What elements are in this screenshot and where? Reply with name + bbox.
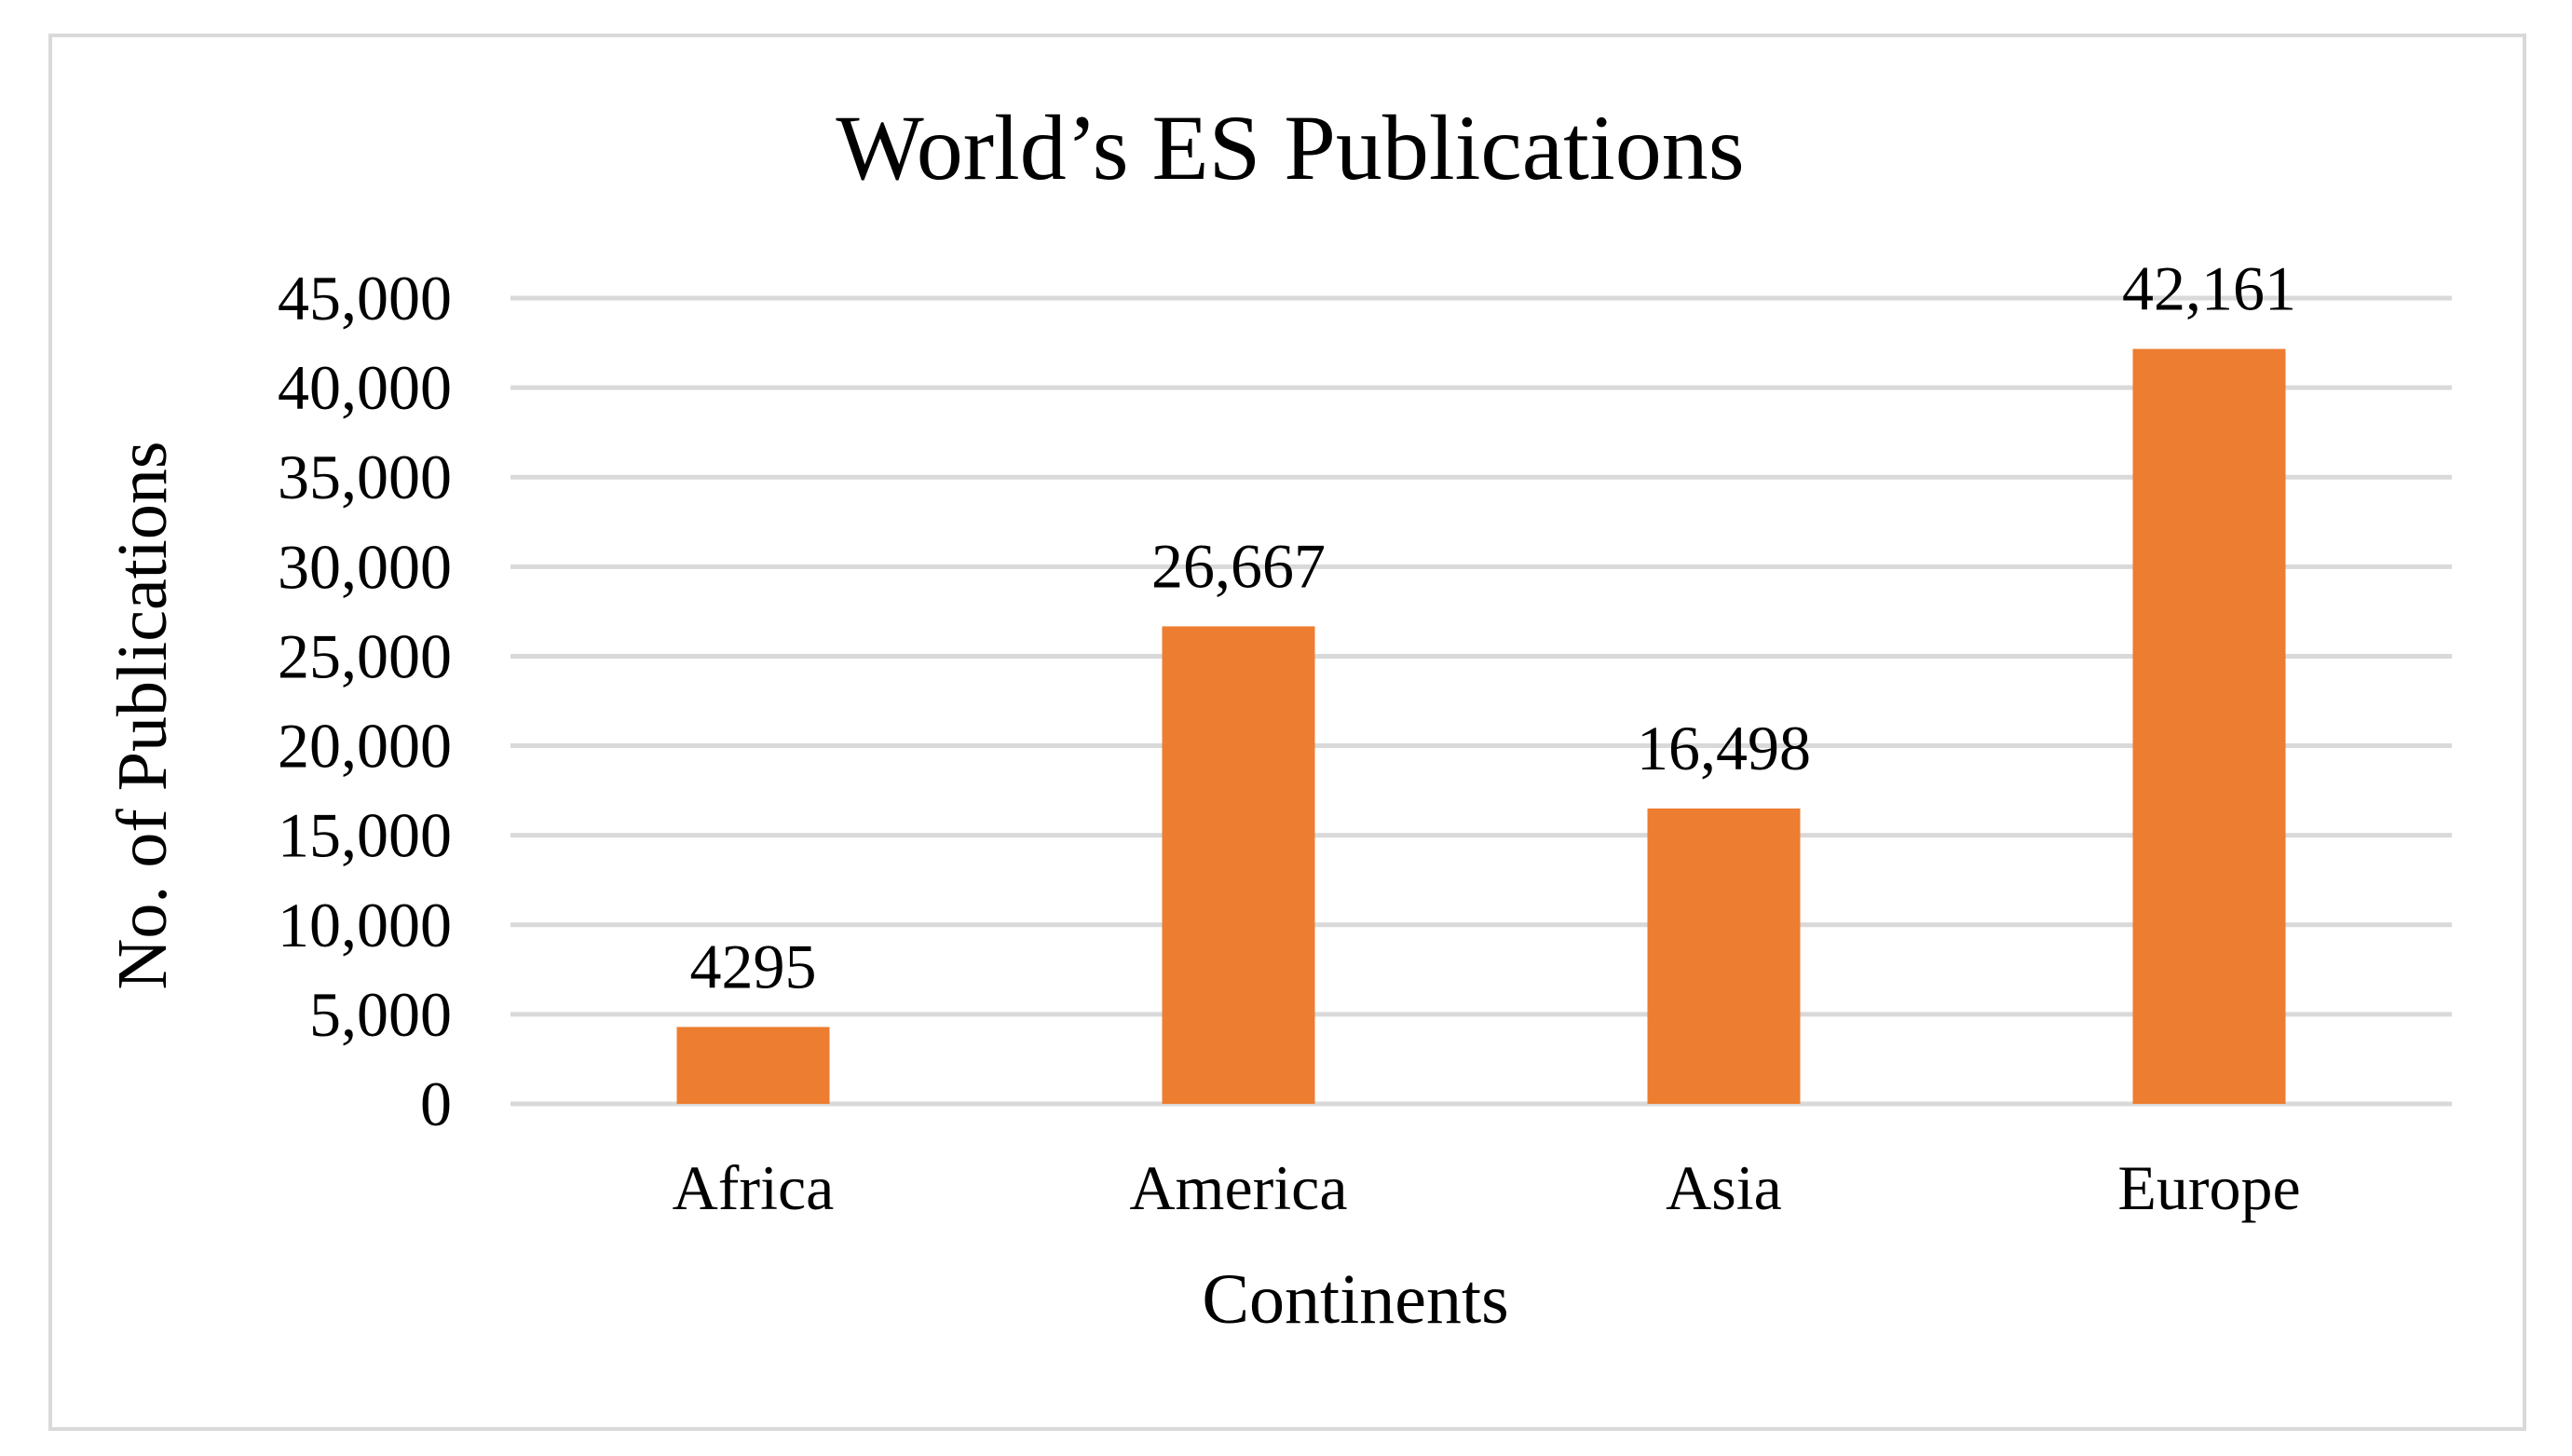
- y-axis-title: No. of Publications: [103, 442, 182, 990]
- bar-europe: [2132, 348, 2286, 1104]
- y-tick-label: 35,000: [278, 442, 452, 512]
- bar-america: [1162, 626, 1315, 1104]
- x-tick-label-asia: Asia: [1666, 1152, 1782, 1223]
- bar-africa: [676, 1027, 830, 1104]
- y-tick-label: 30,000: [278, 531, 452, 602]
- y-tick-label: 25,000: [278, 620, 452, 691]
- data-labels: 4295 26,667 16,498 42,161: [690, 253, 2297, 1002]
- bar-asia: [1647, 808, 1801, 1104]
- x-tick-label-africa: Africa: [673, 1152, 835, 1223]
- x-axis-title: Continents: [1202, 1260, 1508, 1339]
- y-tick-label: 40,000: [278, 352, 452, 423]
- y-tick-label: 45,000: [278, 263, 452, 333]
- gridlines: [510, 295, 2452, 1107]
- y-tick-labels: 0 5,000 10,000 15,000 20,000 25,000 30,000 35,0…: [278, 263, 452, 1139]
- y-tick-label: 15,000: [278, 800, 452, 871]
- data-label-africa: 4295: [690, 931, 817, 1001]
- y-tick-label: 5,000: [309, 979, 452, 1050]
- x-tick-label-america: America: [1129, 1152, 1347, 1223]
- y-tick-label: 0: [420, 1068, 452, 1139]
- data-label-europe: 42,161: [2122, 253, 2296, 324]
- x-tick-labels: Africa America Asia Europe: [673, 1152, 2301, 1223]
- chart-title: World’s ES Publications: [836, 96, 1744, 199]
- y-tick-label: 20,000: [278, 711, 452, 782]
- bars: [676, 348, 2286, 1104]
- x-tick-label-europe: Europe: [2117, 1152, 2300, 1223]
- y-tick-label: 10,000: [278, 890, 452, 960]
- data-label-america: 26,667: [1151, 530, 1326, 601]
- data-label-asia: 16,498: [1637, 713, 1811, 783]
